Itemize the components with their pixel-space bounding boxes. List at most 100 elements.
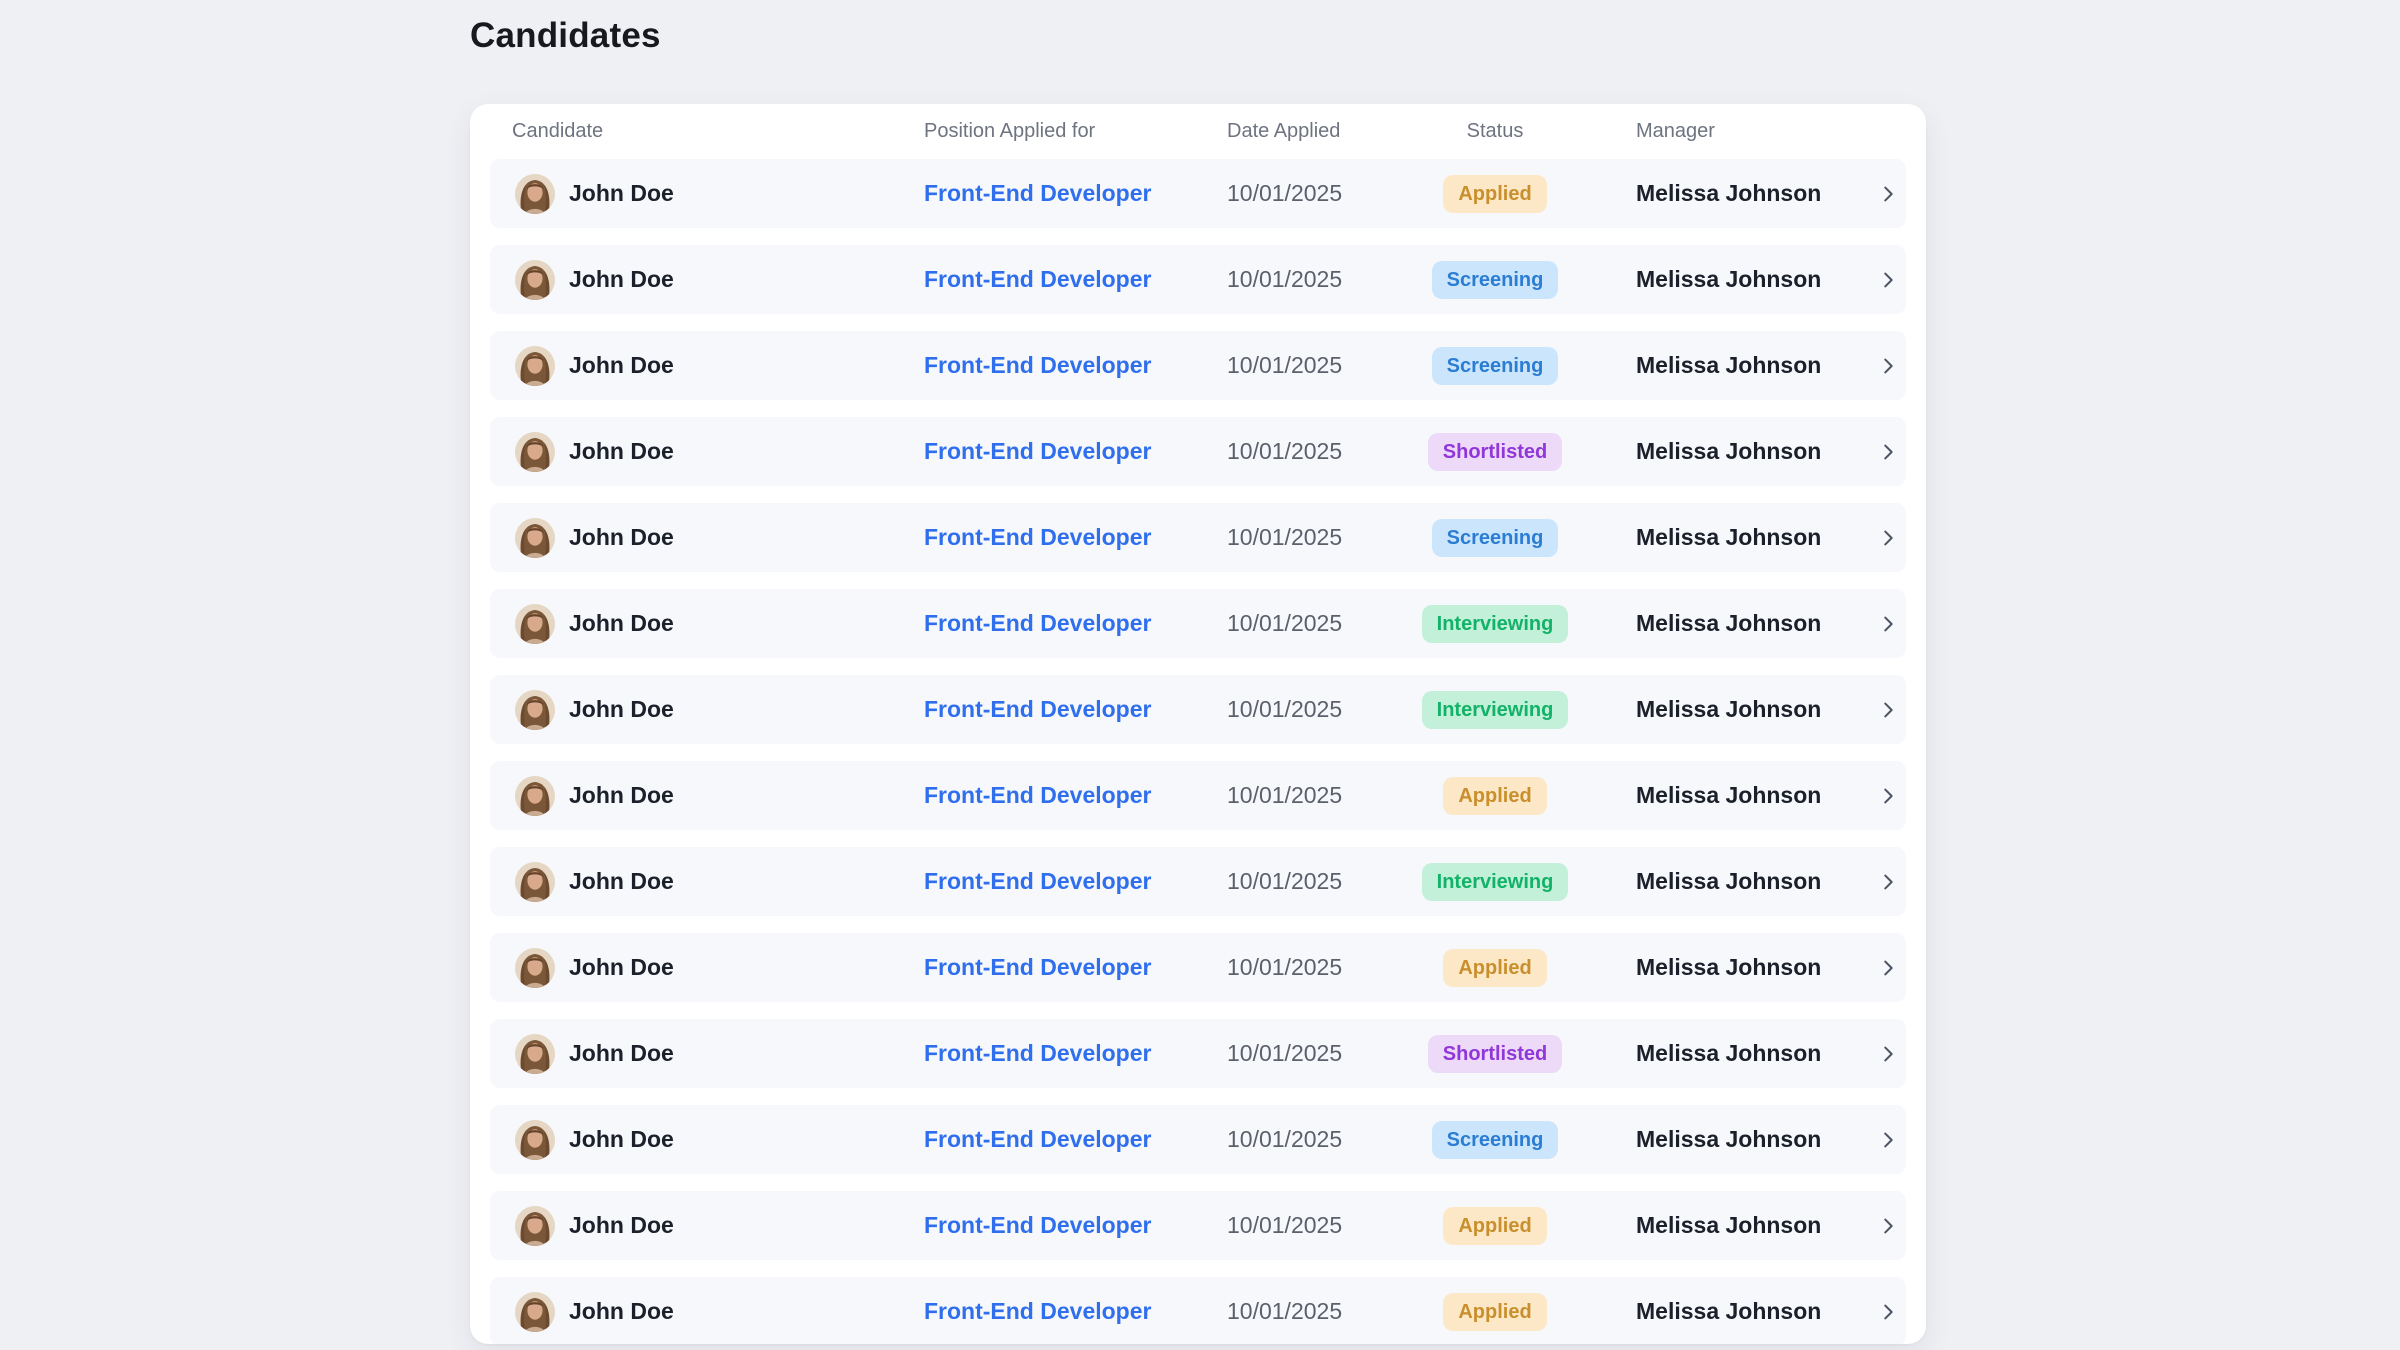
position-link[interactable]: Front-End Developer xyxy=(924,1298,1152,1324)
date-applied: 10/01/2025 xyxy=(1227,1212,1343,1238)
column-header-date: Date Applied xyxy=(1227,120,1341,142)
status-badge: Applied xyxy=(1443,948,1547,987)
position-link[interactable]: Front-End Developer xyxy=(924,696,1152,722)
position-link[interactable]: Front-End Developer xyxy=(924,1212,1152,1238)
chevron-right-icon xyxy=(1884,1304,1893,1319)
date-applied: 10/01/2025 xyxy=(1227,782,1343,808)
candidate-name: John Doe xyxy=(569,1212,674,1238)
avatar xyxy=(515,259,555,300)
table-row[interactable]: John Doe Front-End Developer 10/01/2025 … xyxy=(490,1105,1906,1174)
chevron-right-icon xyxy=(1884,358,1893,373)
table-row[interactable]: John Doe Front-End Developer 10/01/2025 … xyxy=(490,331,1906,400)
candidate-name: John Doe xyxy=(569,266,674,292)
date-applied: 10/01/2025 xyxy=(1227,1298,1343,1324)
status-badge: Interviewing xyxy=(1421,604,1569,643)
manager-name: Melissa Johnson xyxy=(1636,610,1822,636)
candidate-name: John Doe xyxy=(569,1298,674,1324)
date-applied: 10/01/2025 xyxy=(1227,180,1343,206)
table-row[interactable]: John Doe Front-End Developer 10/01/2025 … xyxy=(490,589,1906,658)
table-row[interactable]: John Doe Front-End Developer 10/01/2025 … xyxy=(490,417,1906,486)
table-row[interactable]: John Doe Front-End Developer 10/01/2025 … xyxy=(490,1191,1906,1260)
row-open-button[interactable] xyxy=(1870,441,1906,463)
avatar xyxy=(515,173,555,214)
table-row[interactable]: John Doe Front-End Developer 10/01/2025 … xyxy=(490,159,1906,228)
date-applied: 10/01/2025 xyxy=(1227,696,1343,722)
date-applied: 10/01/2025 xyxy=(1227,1126,1343,1152)
avatar xyxy=(515,947,555,988)
position-link[interactable]: Front-End Developer xyxy=(924,1126,1152,1152)
avatar xyxy=(515,431,555,472)
table-row[interactable]: John Doe Front-End Developer 10/01/2025 … xyxy=(490,933,1906,1002)
table-row[interactable]: John Doe Front-End Developer 10/01/2025 … xyxy=(490,675,1906,744)
chevron-right-icon xyxy=(1884,702,1893,717)
table-row[interactable]: John Doe Front-End Developer 10/01/2025 … xyxy=(490,245,1906,314)
table-row[interactable]: John Doe Front-End Developer 10/01/2025 … xyxy=(490,761,1906,830)
date-applied: 10/01/2025 xyxy=(1227,610,1343,636)
row-open-button[interactable] xyxy=(1870,355,1906,377)
position-link[interactable]: Front-End Developer xyxy=(924,266,1152,292)
position-link[interactable]: Front-End Developer xyxy=(924,352,1152,378)
avatar xyxy=(515,861,555,902)
date-applied: 10/01/2025 xyxy=(1227,954,1343,980)
manager-name: Melissa Johnson xyxy=(1636,954,1822,980)
row-open-button[interactable] xyxy=(1870,269,1906,291)
avatar xyxy=(515,517,555,558)
table-row[interactable]: John Doe Front-End Developer 10/01/2025 … xyxy=(490,1277,1906,1344)
row-open-button[interactable] xyxy=(1870,183,1906,205)
status-badge: Screening xyxy=(1431,1120,1559,1159)
chevron-right-icon xyxy=(1884,530,1893,545)
position-link[interactable]: Front-End Developer xyxy=(924,610,1152,636)
candidate-name: John Doe xyxy=(569,696,674,722)
table-row[interactable]: John Doe Front-End Developer 10/01/2025 … xyxy=(490,1019,1906,1088)
row-open-button[interactable] xyxy=(1870,1129,1906,1151)
table-row[interactable]: John Doe Front-End Developer 10/01/2025 … xyxy=(490,503,1906,572)
manager-name: Melissa Johnson xyxy=(1636,524,1822,550)
date-applied: 10/01/2025 xyxy=(1227,438,1343,464)
position-link[interactable]: Front-End Developer xyxy=(924,954,1152,980)
row-open-button[interactable] xyxy=(1870,871,1906,893)
position-link[interactable]: Front-End Developer xyxy=(924,1040,1152,1066)
column-header-position: Position Applied for xyxy=(924,120,1096,142)
table-body: John Doe Front-End Developer 10/01/2025 … xyxy=(490,159,1906,1344)
manager-name: Melissa Johnson xyxy=(1636,180,1822,206)
row-open-button[interactable] xyxy=(1870,957,1906,979)
row-open-button[interactable] xyxy=(1870,699,1906,721)
manager-name: Melissa Johnson xyxy=(1636,696,1822,722)
row-open-button[interactable] xyxy=(1870,1043,1906,1065)
manager-name: Melissa Johnson xyxy=(1636,266,1822,292)
status-badge: Screening xyxy=(1431,518,1559,557)
row-open-button[interactable] xyxy=(1870,527,1906,549)
chevron-right-icon xyxy=(1884,1046,1893,1061)
row-open-button[interactable] xyxy=(1870,1301,1906,1323)
manager-name: Melissa Johnson xyxy=(1636,352,1822,378)
position-link[interactable]: Front-End Developer xyxy=(924,180,1152,206)
position-link[interactable]: Front-End Developer xyxy=(924,868,1152,894)
status-badge: Interviewing xyxy=(1421,690,1569,729)
row-open-button[interactable] xyxy=(1870,613,1906,635)
chevron-right-icon xyxy=(1884,186,1893,201)
table-row[interactable]: John Doe Front-End Developer 10/01/2025 … xyxy=(490,847,1906,916)
candidate-name: John Doe xyxy=(569,954,674,980)
chevron-right-icon xyxy=(1884,1132,1893,1147)
candidate-name: John Doe xyxy=(569,524,674,550)
avatar xyxy=(515,603,555,644)
avatar xyxy=(515,689,555,730)
row-open-button[interactable] xyxy=(1870,785,1906,807)
position-link[interactable]: Front-End Developer xyxy=(924,524,1152,550)
chevron-right-icon xyxy=(1884,788,1893,803)
status-badge: Applied xyxy=(1443,174,1547,213)
position-link[interactable]: Front-End Developer xyxy=(924,438,1152,464)
avatar xyxy=(515,1205,555,1246)
candidate-name: John Doe xyxy=(569,868,674,894)
manager-name: Melissa Johnson xyxy=(1636,782,1822,808)
position-link[interactable]: Front-End Developer xyxy=(924,782,1152,808)
status-badge: Shortlisted xyxy=(1427,1034,1563,1073)
manager-name: Melissa Johnson xyxy=(1636,1040,1822,1066)
candidate-name: John Doe xyxy=(569,782,674,808)
row-open-button[interactable] xyxy=(1870,1215,1906,1237)
date-applied: 10/01/2025 xyxy=(1227,1040,1343,1066)
status-badge: Interviewing xyxy=(1421,862,1569,901)
avatar xyxy=(515,1119,555,1160)
candidate-name: John Doe xyxy=(569,610,674,636)
date-applied: 10/01/2025 xyxy=(1227,868,1343,894)
